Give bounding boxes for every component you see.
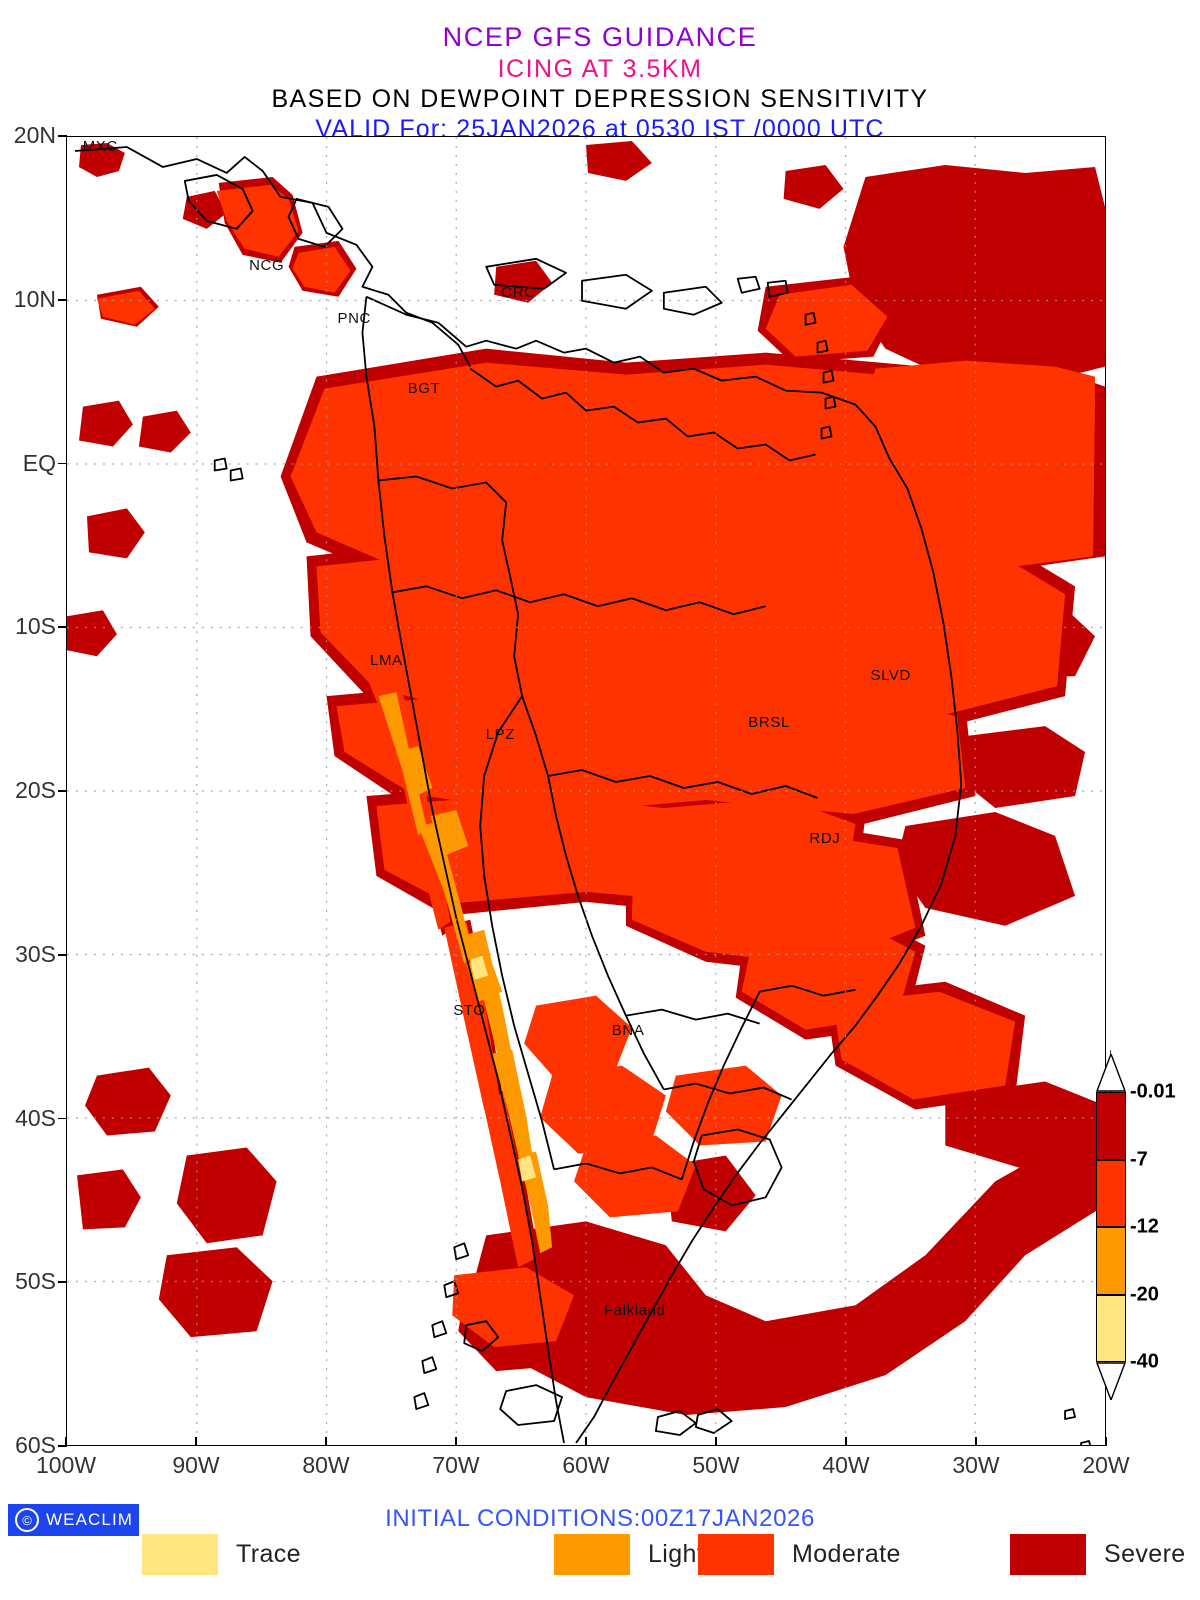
title-product-level: ICING AT 3.5KM xyxy=(497,55,703,83)
y-tick-30S xyxy=(58,953,67,956)
y-tick-EQ xyxy=(58,462,67,465)
y-axis-label-20N: 20N xyxy=(13,122,56,148)
legend-swatch-moderate xyxy=(698,1534,774,1575)
legend-swatch-severe xyxy=(1010,1534,1086,1575)
colorbar-segment-moderate[interactable] xyxy=(1096,1159,1126,1227)
y-axis-label-40S: 40S xyxy=(15,1104,56,1131)
y-axis-label-10N: 10N xyxy=(13,285,56,312)
category-legend: Trace Light Moderate Severe xyxy=(0,1534,1200,1582)
icing-trace-layer xyxy=(470,955,537,1182)
y-tick-10N xyxy=(58,298,67,301)
x-tick-40W xyxy=(845,1437,847,1446)
legend-swatch-trace xyxy=(142,1534,218,1575)
x-tick-50W xyxy=(715,1437,717,1446)
title-method: BASED ON DEWPOINT DEPRESSION SENSITIVITY xyxy=(271,85,929,113)
coastline-layer xyxy=(74,146,1091,1445)
y-axis-label-50S: 50S xyxy=(15,1268,56,1295)
colorbar-top-arrow xyxy=(1096,1054,1126,1092)
x-axis-label-80W: 80W xyxy=(302,1452,350,1478)
colorbar-label-0: -0.01 xyxy=(1130,1080,1176,1103)
x-tick-100W xyxy=(65,1437,67,1446)
y-axis-label-60S: 60S xyxy=(15,1432,56,1458)
x-axis-label-50W: 50W xyxy=(692,1452,740,1478)
legend-label-moderate: Moderate xyxy=(792,1540,901,1568)
y-tick-50S xyxy=(58,1281,67,1284)
legend-item-light[interactable]: Light xyxy=(554,1534,704,1575)
y-axis-label-10S: 10S xyxy=(15,613,56,640)
y-tick-40S xyxy=(58,1117,67,1120)
y-tick-10S xyxy=(58,626,67,629)
colorbar-bottom-arrow xyxy=(1096,1362,1126,1400)
x-axis-label-70W: 70W xyxy=(432,1452,480,1478)
colorbar-label-2: -12 xyxy=(1130,1215,1159,1238)
x-axis-label-90W: 90W xyxy=(172,1452,220,1478)
x-tick-90W xyxy=(195,1437,197,1446)
colorbar-label-3: -20 xyxy=(1130,1283,1159,1305)
legend-swatch-light xyxy=(554,1534,630,1575)
initial-conditions-text: INITIAL CONDITIONS:00Z17JAN2026 xyxy=(385,1505,815,1532)
brand-label: WEACLIM xyxy=(46,1510,134,1529)
y-tick-20S xyxy=(58,790,67,792)
colorbar-segment-trace[interactable] xyxy=(1096,1294,1126,1362)
x-tick-80W xyxy=(325,1437,327,1446)
title-block: NCEP GFS GUIDANCE ICING AT 3.5KM BASED O… xyxy=(0,24,1200,142)
x-axis-label-30W: 30W xyxy=(952,1452,1000,1478)
legend-label-severe: Severe xyxy=(1104,1540,1186,1568)
copyright-icon: © xyxy=(15,1508,39,1532)
x-axis-label-20W: 20W xyxy=(1082,1452,1130,1478)
y-axis-label-20S: 20S xyxy=(15,777,56,803)
x-tick-20W xyxy=(1105,1437,1107,1446)
icing-light-layer xyxy=(378,692,553,1254)
legend-item-severe[interactable]: Severe xyxy=(1010,1534,1186,1575)
legend-item-trace[interactable]: Trace xyxy=(142,1534,301,1575)
y-axis-label-30S: 30S xyxy=(15,940,56,967)
y-tick-20N xyxy=(58,135,67,137)
x-axis-label-100W: 100W xyxy=(35,1452,97,1478)
x-tick-70W xyxy=(455,1437,457,1446)
icing-map-canvas xyxy=(67,137,1105,1445)
x-axis-label-40W: 40W xyxy=(822,1452,870,1478)
colorbar-label-1: -7 xyxy=(1130,1148,1148,1170)
weaclim-logo[interactable]: © WEACLIM xyxy=(8,1504,139,1536)
colorbar-segment-severe[interactable] xyxy=(1096,1092,1126,1160)
y-tick-60S xyxy=(58,1445,67,1447)
colorbar-label-4: -40 xyxy=(1130,1350,1159,1373)
page-title: NCEP GFS GUIDANCE xyxy=(442,22,758,52)
y-axis-label-EQ: EQ xyxy=(22,449,56,476)
icing-moderate-layer xyxy=(96,184,1096,1348)
legend-item-moderate[interactable]: Moderate xyxy=(698,1534,901,1575)
legend-label-light: Light xyxy=(648,1540,705,1568)
legend-label-trace: Trace xyxy=(236,1540,301,1568)
x-tick-30W xyxy=(975,1437,977,1446)
colorbar-segment-light[interactable] xyxy=(1096,1227,1126,1295)
x-axis-label-60W: 60W xyxy=(562,1452,610,1478)
map-plot-area[interactable]: MXC NCG CRC PNC BGT LMA LPZ SLVD BRSL RDJ STO BNA Fa… xyxy=(66,136,1106,1446)
colorbar[interactable]: -0.01 -7 -12 -20 -40 xyxy=(1096,1050,1176,1400)
x-tick-60W xyxy=(585,1437,587,1446)
